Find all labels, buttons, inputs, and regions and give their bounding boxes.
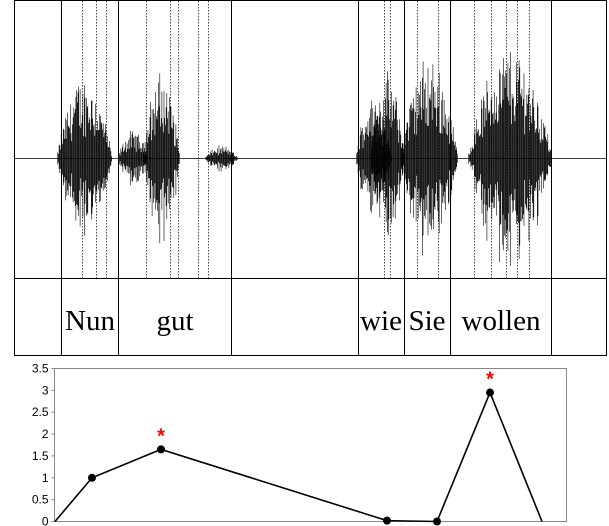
data-point-5	[486, 388, 494, 397]
data-point-2	[157, 445, 165, 454]
y-tick-label-1: 0.5	[32, 493, 49, 507]
y-tick-label-6: 3	[42, 383, 49, 397]
waveform-burst-6	[370, 71, 405, 236]
y-tick-label-4: 2	[42, 427, 49, 441]
chart-marks: **	[54, 369, 543, 526]
series-line	[54, 390, 543, 523]
waveform-burst-3	[143, 73, 180, 244]
word-boundaries	[61, 1, 552, 355]
y-tick-label-7: 3.5	[32, 362, 49, 376]
waveform-burst-7	[400, 61, 458, 256]
waveform-frame	[14, 0, 607, 356]
waveform-signal	[57, 51, 552, 266]
data-point-1	[88, 473, 96, 482]
waveform-burst-2	[118, 130, 148, 186]
phone-boundaries	[82, 1, 530, 278]
plot-frame	[54, 368, 567, 522]
y-axis-ticks: 0 0.5 1 1.5 2 2.5 3 3.5	[32, 362, 55, 526]
waveform-burst-8	[468, 51, 552, 266]
word-label-sie: Sie	[408, 305, 445, 337]
word-label-wollen: wollen	[462, 305, 541, 337]
waveform-burst-1	[57, 85, 112, 236]
word-label-nun: Nun	[65, 305, 115, 337]
y-tick-label-2: 1	[42, 471, 49, 485]
waveform-burst-4	[205, 145, 239, 172]
accent-star-2: *	[486, 369, 494, 391]
data-point-4	[433, 517, 441, 526]
y-tick-label-5: 2.5	[32, 405, 49, 419]
waveform-panel: Nun gut wie Sie wollen	[14, 0, 607, 356]
data-point-3	[383, 516, 391, 525]
y-tick-label-3: 1.5	[32, 449, 49, 463]
word-label-gut: gut	[156, 305, 193, 337]
word-label-wie: wie	[360, 305, 402, 337]
y-tick-label-0: 0	[42, 515, 49, 526]
pitch-chart: 00.511.522.533.5 **	[32, 362, 567, 526]
accent-star-1: *	[157, 425, 165, 447]
